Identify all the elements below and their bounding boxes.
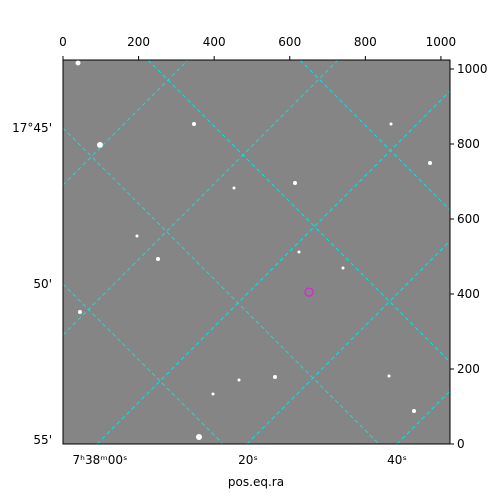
sky-image (63, 60, 450, 444)
coordinate-grid (62, 59, 451, 445)
marker (304, 287, 314, 297)
dec-tick-label: 55' (33, 433, 52, 447)
dec-tick-label: 17°45' (12, 121, 52, 135)
ra-tick-label: 20ˢ (238, 453, 258, 467)
x-tick-label: 600 (278, 35, 301, 49)
x-tick-label: 200 (127, 35, 150, 49)
y-tick-label: 1000 (457, 62, 488, 76)
ra-tick-label: 40ˢ (387, 453, 407, 467)
stars (75, 60, 432, 440)
y-tick-label: 800 (457, 137, 480, 151)
y-tick-label: 200 (457, 362, 480, 376)
y-tick-label: 0 (457, 437, 465, 451)
dec-tick-label: 50' (33, 277, 52, 291)
y-tick-label: 400 (457, 287, 480, 301)
x-axis-label: pos.eq.ra (228, 475, 284, 489)
x-tick-label: 400 (203, 35, 226, 49)
x-tick-label: 800 (354, 35, 377, 49)
x-tick-label: 0 (59, 35, 67, 49)
y-tick-label: 600 (457, 212, 480, 226)
ra-tick-label: 7ʰ38ᵐ00ˢ (73, 453, 128, 467)
frame (62, 59, 451, 445)
x-tick-label: 1000 (426, 35, 457, 49)
